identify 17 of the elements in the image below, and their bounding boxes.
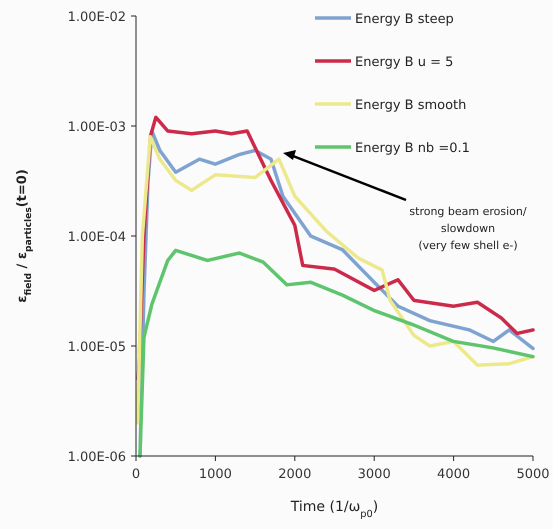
x-tick-label: 2000 xyxy=(278,467,312,482)
legend-label: Energy B nb =0.1 xyxy=(355,141,470,156)
y-tick-label: 1.00E-03 xyxy=(68,120,126,135)
annotation: strong beam erosion/ slowdown (very few shell e-) xyxy=(409,205,527,252)
legend-label: Energy B steep xyxy=(355,12,454,27)
x-tick-label: 4000 xyxy=(437,467,470,482)
y-tick-label: 1.00E-04 xyxy=(68,230,126,245)
x-tick-label: 3000 xyxy=(358,467,391,482)
x-axis-title: Time (1/ω$_{p0}$) xyxy=(290,499,378,520)
y-tick-label: 1.00E-05 xyxy=(68,340,126,355)
legend-label: Energy B smooth xyxy=(355,98,466,113)
y-tick-label: 1.00E-06 xyxy=(68,450,126,465)
x-tick-label: 0 xyxy=(132,467,140,482)
x-tick-label: 5000 xyxy=(516,467,550,482)
x-tick-label: 1000 xyxy=(198,467,232,482)
legend-label: Energy B u = 5 xyxy=(355,55,454,70)
y-tick-label: 1.00E-02 xyxy=(68,10,126,25)
